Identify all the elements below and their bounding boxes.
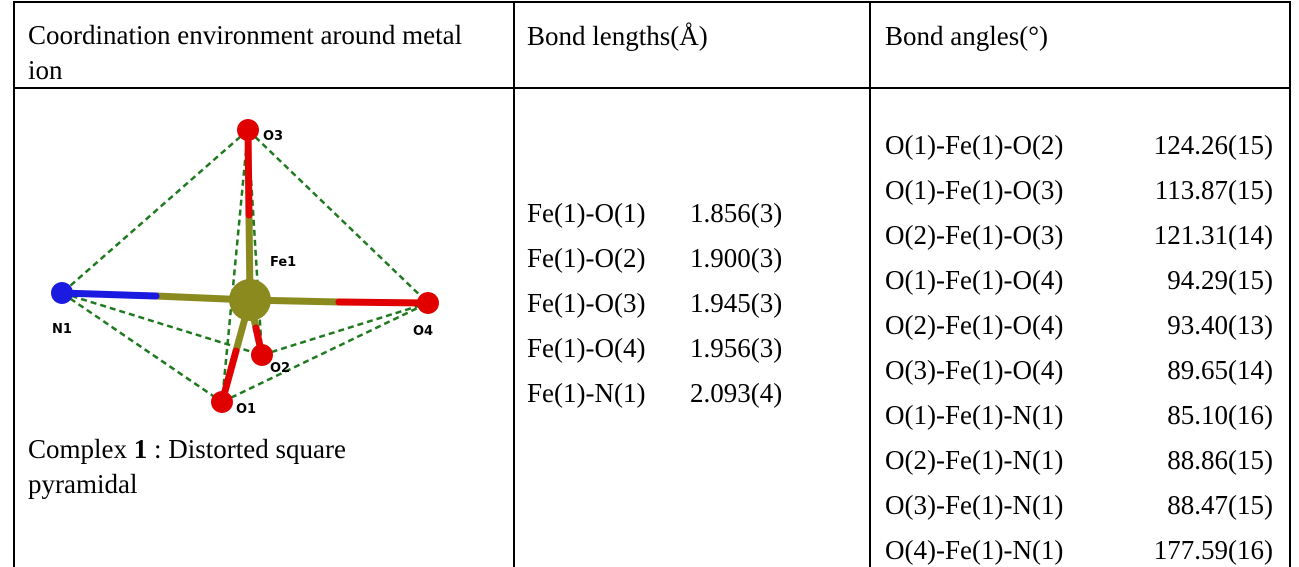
- angle-value: 177.59(16): [1153, 535, 1273, 565]
- bond-length: 1.945(3): [690, 288, 783, 318]
- bond-name: Fe(1)-O(4): [527, 333, 646, 363]
- angle-name: O(1)-Fe(1)-N(1): [885, 400, 1064, 430]
- table-border: [13, 87, 1291, 89]
- angle-value: 88.47(15): [1167, 490, 1273, 520]
- bond-name: Fe(1)-N(1): [527, 378, 646, 408]
- table-border: [1289, 1, 1291, 567]
- angle-value: 124.26(15): [1153, 130, 1273, 160]
- atom-label: Fe1: [270, 255, 296, 270]
- bond-length: 1.900(3): [690, 243, 783, 273]
- header-cell: Coordination environment around metal io…: [28, 20, 463, 85]
- bond-name: Fe(1)-O(3): [527, 288, 646, 318]
- angle-name: O(3)-Fe(1)-O(4): [885, 355, 1064, 385]
- complex-number: 1: [133, 434, 148, 464]
- angle-value: 113.87(15): [1154, 175, 1273, 205]
- atom-label: O1: [236, 402, 256, 417]
- angle-value: 93.40(13): [1167, 310, 1273, 340]
- angle-value: 121.31(14): [1153, 220, 1273, 250]
- bond-length: 2.093(4): [690, 378, 783, 408]
- atom-label: O4: [413, 324, 433, 339]
- header-cell: Bond angles(°): [885, 21, 1049, 51]
- angle-name: O(2)-Fe(1)-O(4): [885, 310, 1064, 340]
- angle-name: O(3)-Fe(1)-N(1): [885, 490, 1064, 520]
- bond-name: Fe(1)-O(2): [527, 243, 646, 273]
- angle-name: O(2)-Fe(1)-O(3): [885, 220, 1064, 250]
- caption-text: Complex: [28, 434, 134, 464]
- table-border: [869, 1, 871, 567]
- caption: Complex 1 : Distorted square pyramidal: [28, 432, 458, 502]
- angle-value: 88.86(15): [1167, 445, 1273, 475]
- angle-name: O(1)-Fe(1)-O(3): [885, 175, 1064, 205]
- table-border: [13, 1, 1291, 3]
- angle-name: O(1)-Fe(1)-O(4): [885, 265, 1064, 295]
- angle-value: 94.29(15): [1167, 265, 1273, 295]
- molecule-figure: O3 Fe1 N1 O4 O2 O1: [51, 119, 439, 417]
- caption-text: : Distorted square pyramidal: [28, 434, 346, 499]
- bond-length: 1.956(3): [690, 333, 783, 363]
- angle-name: O(1)-Fe(1)-O(2): [885, 130, 1064, 160]
- angle-name: O(2)-Fe(1)-N(1): [885, 445, 1064, 475]
- bond-length: 1.856(3): [690, 198, 783, 228]
- table-border: [513, 1, 515, 567]
- atom-label: O3: [263, 129, 283, 144]
- atom-label: O2: [270, 361, 290, 376]
- bond-name: Fe(1)-O(1): [527, 198, 646, 228]
- atom-label: N1: [52, 322, 72, 337]
- angle-value: 85.10(16): [1167, 400, 1273, 430]
- header-cell: Bond lengths(Å): [527, 21, 708, 51]
- angle-value: 89.65(14): [1167, 355, 1273, 385]
- angle-name: O(4)-Fe(1)-N(1): [885, 535, 1064, 565]
- table-border: [13, 1, 15, 567]
